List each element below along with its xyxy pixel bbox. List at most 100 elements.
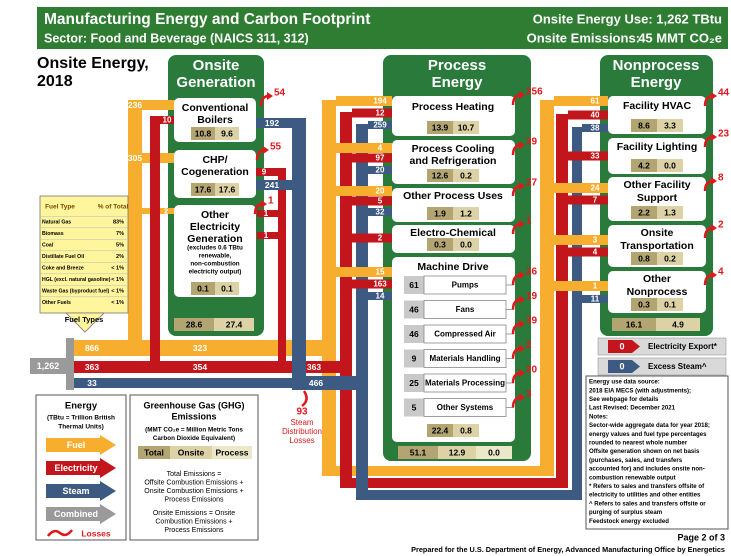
end-use-name: Electro-Chemical	[410, 227, 496, 239]
loss-arrowhead	[261, 200, 267, 208]
electricity-band	[340, 478, 568, 488]
section-title: Energy	[432, 74, 484, 91]
fuel-branch	[554, 96, 608, 106]
flow-value: 866	[85, 343, 99, 353]
electricity-branch	[568, 195, 608, 205]
note-line: rounded to nearest whole number	[589, 440, 688, 447]
system-value-cell	[404, 349, 424, 368]
value: 12.9	[449, 447, 466, 457]
flow-value: 1	[593, 282, 598, 291]
value-cell	[631, 159, 657, 172]
electricity-band	[150, 116, 160, 366]
loss-arrow	[703, 94, 713, 107]
note-line: 2018 EIA MECS (with adjustments);	[589, 387, 691, 394]
value: 4.2	[638, 160, 650, 170]
steam-band	[74, 378, 294, 388]
value-cell	[657, 252, 683, 265]
end-use-name: Support	[637, 192, 678, 204]
loss-arrow	[301, 390, 308, 407]
value-cell	[191, 183, 215, 196]
steam-branch	[368, 121, 392, 129]
note-line: accounted for) and includes onsite non-	[589, 466, 705, 473]
legend-definition: Total Emissions =	[167, 471, 222, 478]
fuel-branch	[554, 183, 608, 193]
value: 2.2	[638, 207, 650, 217]
loss-arrow	[511, 143, 521, 156]
end-use-box	[392, 96, 515, 136]
flow-value: 61	[591, 97, 600, 106]
value-cell	[631, 206, 657, 219]
value-cell	[215, 183, 239, 196]
value: 0.2	[664, 253, 676, 263]
flow-value: 33	[87, 378, 97, 388]
loss-value: 1	[526, 216, 532, 227]
value: 1.3	[664, 207, 676, 217]
note-line: Offsite generation shown on net basis	[589, 448, 700, 455]
value-cell	[398, 446, 438, 459]
value-cell	[438, 446, 476, 459]
value: 16.1	[626, 319, 643, 329]
table-cell: < 1%	[111, 277, 124, 283]
flow-value: 363	[307, 362, 321, 372]
end-use-name: Onsite	[641, 227, 674, 239]
notes-box	[585, 375, 729, 530]
flow-value: 3	[593, 236, 598, 245]
combined-band	[66, 338, 74, 390]
value-cell	[215, 127, 239, 140]
fuel-band	[74, 340, 336, 356]
note-line: Last Revised: December 2021	[589, 405, 676, 412]
unit-name: CHP/	[202, 154, 227, 166]
loss-value: 2	[718, 220, 724, 231]
section-title: Generation	[176, 74, 255, 91]
loss-arrowhead	[267, 92, 273, 100]
loss-arrow	[511, 184, 521, 197]
system-value: 5	[412, 402, 417, 412]
note-line: Sector-wide aggregate data for year 2018…	[589, 422, 710, 429]
system-value: 9	[412, 353, 417, 363]
end-use-name: Process Heating	[412, 101, 494, 113]
table-header: % of Total	[98, 204, 129, 211]
generation-box	[174, 205, 256, 297]
value-cell	[174, 318, 214, 331]
fuel-branch	[554, 235, 608, 245]
value-cell	[657, 159, 683, 172]
combined-band	[30, 358, 66, 374]
loss-value: 20	[526, 365, 538, 376]
fuel-band	[128, 100, 142, 356]
electricity-branch	[568, 151, 608, 161]
steam-band	[356, 490, 582, 500]
flow-value: 4	[593, 248, 598, 257]
value-cell	[631, 298, 657, 311]
steam-band	[292, 376, 368, 390]
legend-units: (MMT CO₂e = Million Metric Tons	[145, 427, 243, 434]
electricity-branch	[352, 233, 392, 243]
value-cell	[453, 121, 479, 134]
system-value-cell	[404, 398, 424, 417]
steam-branch	[368, 292, 392, 300]
fuel-band	[322, 466, 554, 476]
loss-arrowhead	[263, 146, 269, 154]
value: 4.9	[672, 319, 684, 329]
loss-arrowhead	[519, 141, 525, 149]
loss-arrowhead	[519, 369, 525, 377]
legend-arrow	[46, 481, 116, 501]
legend-arrow	[46, 435, 116, 455]
loss-arrowhead	[519, 182, 525, 190]
flow-value: 323	[193, 343, 207, 353]
loss-arrow	[511, 222, 521, 235]
unit-name: Cogeneration	[181, 166, 249, 178]
loss-arrowhead	[519, 91, 525, 99]
loss-value: 55	[270, 142, 282, 153]
value: 0.1	[664, 299, 676, 309]
flow-value: 4	[378, 144, 383, 153]
export-label: Electricity Export*	[648, 342, 718, 351]
value: 0.0	[460, 239, 472, 249]
note-line: (purchases, sales, and transfers	[589, 457, 683, 464]
export-value: 0	[619, 361, 624, 371]
flow-value: 97	[376, 154, 385, 163]
system-name: Compressed Air	[434, 330, 496, 339]
table-cell: < 1%	[111, 288, 124, 294]
loss-arrowhead	[711, 177, 717, 185]
flow-value: 15	[376, 268, 385, 277]
